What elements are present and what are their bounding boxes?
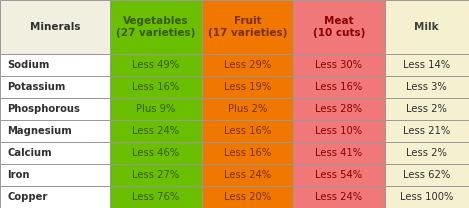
Text: Meat
(10 cuts): Meat (10 cuts) <box>313 16 365 38</box>
Bar <box>293 54 385 76</box>
Text: Potassium: Potassium <box>7 82 65 92</box>
Text: Less 3%: Less 3% <box>407 82 447 92</box>
Text: Less 100%: Less 100% <box>400 192 454 202</box>
Text: Less 16%: Less 16% <box>132 82 180 92</box>
Bar <box>202 142 293 164</box>
Bar <box>110 186 202 208</box>
Bar <box>293 98 385 120</box>
Text: Vegetables
(27 varieties): Vegetables (27 varieties) <box>116 16 196 38</box>
Bar <box>293 186 385 208</box>
Bar <box>0 186 110 208</box>
Bar <box>0 76 110 98</box>
Bar <box>110 142 202 164</box>
Bar <box>110 0 202 54</box>
Text: Less 24%: Less 24% <box>224 170 271 180</box>
Text: Magnesium: Magnesium <box>7 126 72 136</box>
Text: Calcium: Calcium <box>7 148 52 158</box>
Bar <box>110 120 202 142</box>
Text: Less 62%: Less 62% <box>403 170 450 180</box>
Text: Less 41%: Less 41% <box>315 148 363 158</box>
Bar <box>0 120 110 142</box>
Bar <box>0 98 110 120</box>
Text: Less 10%: Less 10% <box>315 126 363 136</box>
Text: Sodium: Sodium <box>7 60 49 70</box>
Text: Less 16%: Less 16% <box>224 148 271 158</box>
Bar <box>0 164 110 186</box>
Bar <box>385 76 469 98</box>
Text: Less 16%: Less 16% <box>315 82 363 92</box>
Text: Phosphorous: Phosphorous <box>7 104 80 114</box>
Text: Less 28%: Less 28% <box>315 104 363 114</box>
Bar <box>293 76 385 98</box>
Bar <box>202 120 293 142</box>
Text: Less 21%: Less 21% <box>403 126 450 136</box>
Bar <box>202 54 293 76</box>
Text: Less 27%: Less 27% <box>132 170 180 180</box>
Text: Less 76%: Less 76% <box>132 192 180 202</box>
Text: Less 19%: Less 19% <box>224 82 271 92</box>
Bar <box>385 164 469 186</box>
Bar <box>293 142 385 164</box>
Bar <box>293 120 385 142</box>
Bar <box>110 54 202 76</box>
Text: Less 2%: Less 2% <box>406 148 447 158</box>
Text: Plus 9%: Plus 9% <box>136 104 175 114</box>
Text: Less 14%: Less 14% <box>403 60 450 70</box>
Text: Plus 2%: Plus 2% <box>228 104 267 114</box>
Text: Less 2%: Less 2% <box>406 104 447 114</box>
Bar <box>385 0 469 54</box>
Bar <box>385 142 469 164</box>
Bar <box>202 164 293 186</box>
Bar <box>202 98 293 120</box>
Text: Less 16%: Less 16% <box>224 126 271 136</box>
Text: Less 49%: Less 49% <box>132 60 180 70</box>
Bar <box>110 164 202 186</box>
Bar <box>385 98 469 120</box>
Text: Less 54%: Less 54% <box>315 170 363 180</box>
Text: Less 29%: Less 29% <box>224 60 271 70</box>
Text: Less 24%: Less 24% <box>315 192 363 202</box>
Text: Less 20%: Less 20% <box>224 192 271 202</box>
Text: Less 24%: Less 24% <box>132 126 180 136</box>
Bar <box>293 164 385 186</box>
Bar <box>0 54 110 76</box>
Text: Milk: Milk <box>415 22 439 32</box>
Text: Iron: Iron <box>7 170 30 180</box>
Bar <box>202 76 293 98</box>
Text: Copper: Copper <box>7 192 47 202</box>
Bar <box>385 54 469 76</box>
Bar <box>385 120 469 142</box>
Text: Less 46%: Less 46% <box>132 148 180 158</box>
Bar <box>110 98 202 120</box>
Bar <box>202 0 293 54</box>
Text: Fruit
(17 varieties): Fruit (17 varieties) <box>208 16 287 38</box>
Text: Minerals: Minerals <box>30 22 80 32</box>
Bar <box>110 76 202 98</box>
Bar <box>202 186 293 208</box>
Bar <box>0 0 110 54</box>
Bar <box>0 142 110 164</box>
Bar <box>293 0 385 54</box>
Text: Less 30%: Less 30% <box>315 60 363 70</box>
Bar <box>385 186 469 208</box>
